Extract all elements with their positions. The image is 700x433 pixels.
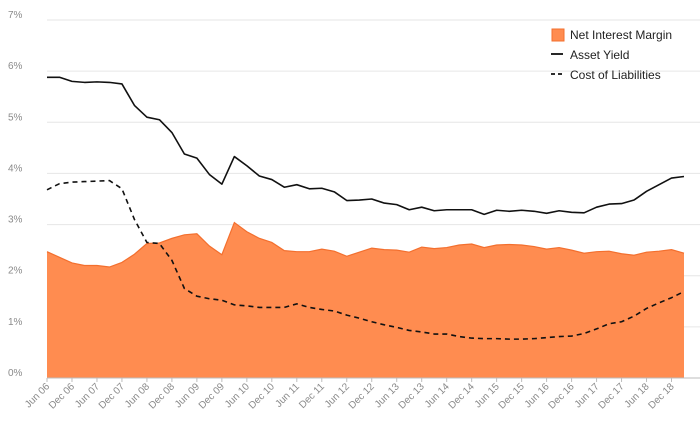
legend-label-net-interest-margin: Net Interest Margin (570, 28, 672, 42)
x-tick-label: Jun 11 (273, 381, 302, 410)
cost-of-liabilities-line (46, 179, 685, 340)
series-lines (46, 76, 685, 340)
legend: Net Interest Margin Asset Yield Cost of … (551, 28, 672, 82)
x-tick-label: Dec 18 (646, 381, 676, 411)
x-tick-label: Dec 07 (97, 381, 127, 411)
y-tick-label: 1% (8, 317, 23, 328)
net-interest-margin-area (47, 222, 684, 378)
x-tick-label: Dec 12 (347, 381, 377, 411)
y-tick-label: 5% (8, 112, 23, 123)
y-tick-label: 2% (8, 266, 23, 277)
y-tick-label: 6% (8, 61, 23, 72)
legend-swatch-net-interest-margin (551, 28, 565, 42)
asset-yield-line (47, 76, 685, 216)
x-tick-label: Dec 10 (247, 381, 277, 411)
y-tick-label: 3% (8, 215, 23, 226)
x-tick-label: Dec 09 (197, 381, 227, 411)
x-tick-label: Dec 17 (596, 381, 626, 411)
x-tick-label: Dec 06 (47, 381, 77, 411)
x-tick-label: Dec 11 (297, 381, 327, 411)
legend-label-cost-of-liabilities: Cost of Liabilities (570, 68, 661, 82)
y-tick-label: 7% (8, 10, 23, 21)
x-tick-label: Dec 16 (547, 381, 577, 411)
plot-area (46, 221, 685, 378)
y-tick-label: 4% (8, 163, 23, 174)
x-tick-label: Dec 13 (397, 381, 427, 411)
x-tick-label: Dec 15 (497, 381, 527, 411)
y-tick-label: 0% (8, 368, 23, 379)
legend-label-asset-yield: Asset Yield (570, 48, 629, 62)
x-tick-label: Dec 14 (447, 381, 477, 411)
x-tick-label: Dec 08 (147, 381, 177, 411)
